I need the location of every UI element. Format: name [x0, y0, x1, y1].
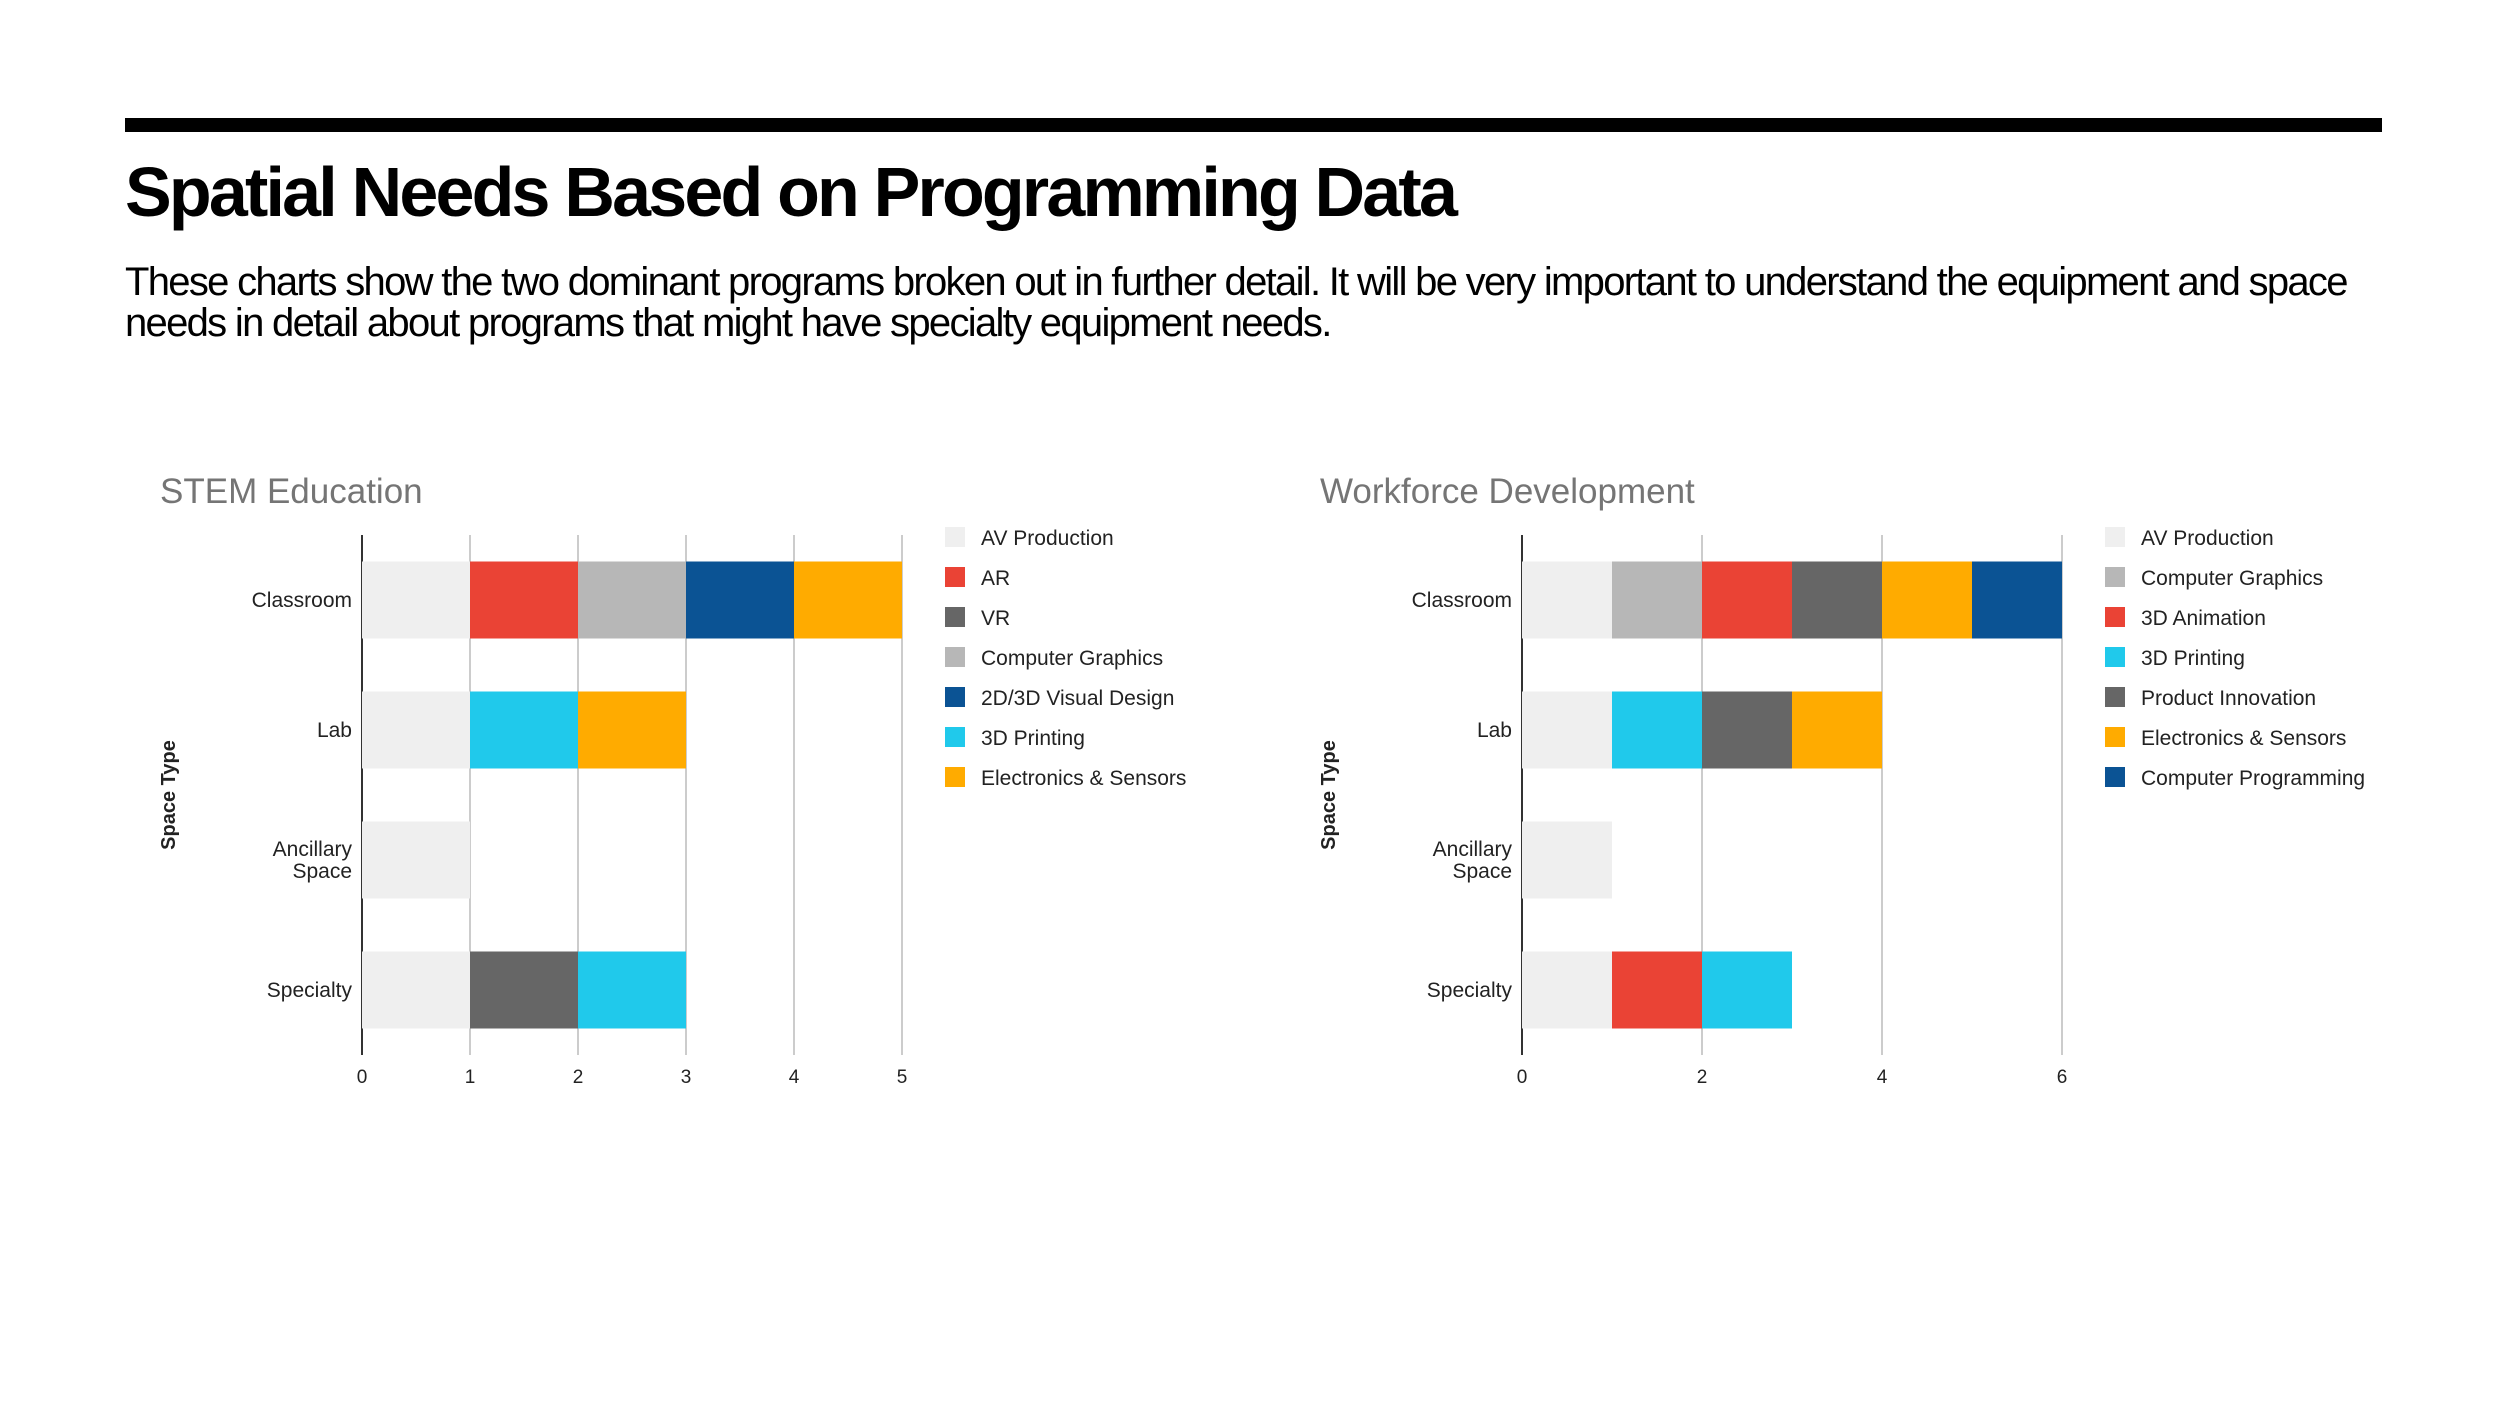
legend-swatch-product-innovation — [2105, 687, 2125, 707]
legend-label-3d-printing: 3D Printing — [2141, 647, 2245, 670]
bar-specialty-3d-printing — [1702, 951, 1792, 1029]
category-label-lab: Lab — [1477, 719, 1512, 742]
header-rule — [125, 118, 2382, 132]
legend-swatch-computer-graphics — [945, 647, 965, 667]
x-tick-label: 2 — [573, 1067, 584, 1088]
legend-label-electronics-sensors: Electronics & Sensors — [2141, 727, 2346, 750]
legend-label-product-innovation: Product Innovation — [2141, 687, 2316, 710]
stem-education-chart: STEM Education 0 1 2 3 4 5 Space Type Classroom L… — [158, 472, 1186, 1088]
legend-label-vr: VR — [981, 607, 1010, 630]
chart-title: STEM Education — [160, 472, 423, 511]
bar-classroom-2d-3d-visual-design — [686, 561, 794, 639]
bar-classroom-electronics-sensors — [794, 561, 902, 639]
category-label-classroom: Classroom — [1412, 589, 1512, 612]
bar-lab-electronics-sensors — [578, 691, 686, 769]
bar-classroom-av-production — [1522, 561, 1612, 639]
bar-specialty-vr — [470, 951, 578, 1029]
x-tick-label: 3 — [681, 1067, 692, 1088]
category-label-specialty: Specialty — [267, 979, 353, 1002]
legend-label-av-production: AV Production — [2141, 527, 2274, 550]
legend-label-ar: AR — [981, 567, 1010, 590]
bar-ancillary-space-av-production — [362, 821, 470, 899]
legend-label-computer-graphics: Computer Graphics — [2141, 567, 2323, 590]
legend-label-electronics-sensors: Electronics & Sensors — [981, 767, 1186, 790]
legend-swatch-computer-programming — [2105, 767, 2125, 787]
bar-ancillary-space-av-production — [1522, 821, 1612, 899]
category-label-lab: Lab — [317, 719, 352, 742]
category-label-specialty: Specialty — [1427, 979, 1513, 1002]
legend-swatch-3d-animation — [2105, 607, 2125, 627]
x-tick-label: 1 — [465, 1067, 476, 1088]
legend-label-av-production: AV Production — [981, 527, 1114, 550]
y-axis-title: Space Type — [1318, 740, 1340, 850]
y-axis-title: Space Type — [158, 740, 180, 850]
bar-classroom-computer-programming — [1972, 561, 2062, 639]
legend-swatch-ar — [945, 567, 965, 587]
x-tick-label: 4 — [789, 1067, 800, 1088]
bar-lab-av-production — [362, 691, 470, 769]
category-label-ancillary-space: Ancillary Space — [273, 838, 353, 883]
legend-swatch-vr — [945, 607, 965, 627]
page-title: Spatial Needs Based on Programming Data — [125, 153, 1458, 231]
chart-title: Workforce Development — [1320, 472, 1695, 511]
bar-specialty-av-production — [362, 951, 470, 1029]
bar-lab-3d-printing — [1612, 691, 1702, 769]
workforce-development-chart: Workforce Development 0 2 4 6 Space Type Class… — [1318, 472, 2365, 1088]
legend-swatch-2d-3d-visual-design — [945, 687, 965, 707]
category-label-classroom: Classroom — [252, 589, 352, 612]
legend-label-computer-programming: Computer Programming — [2141, 767, 2365, 790]
legend-swatch-electronics-sensors — [945, 767, 965, 787]
x-tick-label: 2 — [1697, 1067, 1708, 1088]
legend-swatch-av-production — [945, 527, 965, 547]
bar-lab-av-production — [1522, 691, 1612, 769]
legend-swatch-av-production — [2105, 527, 2125, 547]
page-subtitle: These charts show the two dominant progr… — [125, 260, 2348, 345]
bar-lab-product-innovation — [1702, 691, 1792, 769]
bar-lab-electronics-sensors — [1792, 691, 1882, 769]
category-label-ancillary-space: Ancillary Space — [1433, 838, 1513, 883]
bar-classroom-product-innovation — [1792, 561, 1882, 639]
bar-specialty-av-production — [1522, 951, 1612, 1029]
legend-label-computer-graphics: Computer Graphics — [981, 647, 1163, 670]
bar-classroom-ar — [470, 561, 578, 639]
legend-label-3d-printing: 3D Printing — [981, 727, 1085, 750]
legend-label-2d-3d-visual-design: 2D/3D Visual Design — [981, 687, 1174, 710]
bar-specialty-3d-printing — [578, 951, 686, 1029]
x-tick-label: 5 — [897, 1067, 908, 1088]
bar-classroom-computer-graphics — [578, 561, 686, 639]
x-tick-label: 4 — [1877, 1067, 1888, 1088]
legend-swatch-3d-printing — [945, 727, 965, 747]
bar-specialty-3d-animation — [1612, 951, 1702, 1029]
bar-classroom-av-production — [362, 561, 470, 639]
bar-classroom-computer-graphics — [1612, 561, 1702, 639]
x-tick-label: 6 — [2057, 1067, 2068, 1088]
bar-classroom-3d-animation — [1702, 561, 1792, 639]
legend-label-3d-animation: 3D Animation — [2141, 607, 2266, 630]
legend-swatch-3d-printing — [2105, 647, 2125, 667]
bar-classroom-electronics-sensors — [1882, 561, 1972, 639]
bar-lab-3d-printing — [470, 691, 578, 769]
x-tick-label: 0 — [357, 1067, 368, 1088]
legend-swatch-computer-graphics — [2105, 567, 2125, 587]
x-tick-label: 0 — [1517, 1067, 1528, 1088]
legend-swatch-electronics-sensors — [2105, 727, 2125, 747]
